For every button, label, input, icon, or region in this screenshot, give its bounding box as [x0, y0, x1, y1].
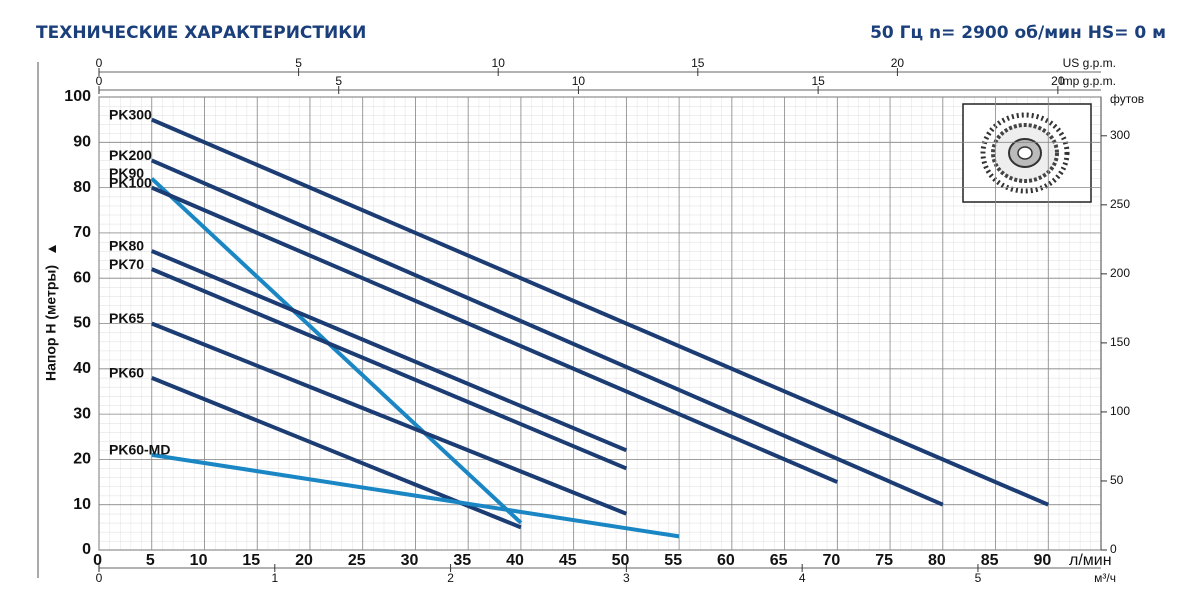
y2-tick-label: 200 — [1110, 266, 1130, 280]
x-tick-label: 40 — [506, 552, 524, 569]
series-label: PK90 — [109, 165, 144, 181]
chart-title: ТЕХНИЧЕСКИЕ ХАРАКТЕРИСТИКИ — [36, 23, 366, 43]
curve — [150, 177, 523, 525]
y-axis-label: Напор H (метры) — [43, 265, 59, 381]
x-tick-label: 45 — [559, 552, 577, 569]
extra-axis-label: м³/ч — [1094, 571, 1116, 585]
extra-axis-tick-label: 5 — [335, 74, 342, 88]
extra-axis-tick-label: 4 — [799, 571, 806, 585]
curve — [150, 249, 628, 453]
extra-axis-tick-label: 1 — [271, 571, 278, 585]
y2-tick-label: 50 — [1110, 473, 1124, 487]
curve — [150, 267, 628, 471]
y-axis-label-group: Напор H (метры) — [43, 245, 59, 381]
series-label: PK60-MD — [109, 442, 170, 458]
extra-axis-tick-label: 5 — [975, 571, 982, 585]
extra-axis-tick-label: 20 — [891, 56, 905, 70]
pump-inset — [962, 103, 1092, 203]
extra-axis-tick-label: 15 — [691, 56, 705, 70]
series-label: PK200 — [109, 147, 152, 163]
series-label: PK60 — [109, 365, 144, 381]
extra-axis-tick-label: 15 — [811, 74, 825, 88]
y2-tick-label: 250 — [1110, 197, 1130, 211]
curve — [150, 158, 944, 507]
y-tick-label: 40 — [73, 360, 91, 377]
x-tick-label: 65 — [770, 552, 788, 569]
extra-axis-label: Imp g.p.m. — [1059, 74, 1116, 88]
y-tick-label: 100 — [64, 88, 91, 105]
y-tick-label: 10 — [73, 496, 91, 513]
y2-tick-label: 300 — [1110, 128, 1130, 142]
y2-tick-label: 150 — [1110, 335, 1130, 349]
extra-axis-tick-label: 0 — [96, 74, 103, 88]
y-axis-arrow — [48, 245, 56, 253]
x-tick-label: 90 — [1033, 552, 1051, 569]
y-tick-label: 50 — [73, 315, 91, 332]
y-tick-label: 20 — [73, 451, 91, 468]
extra-axis-tick-label: 20 — [1051, 74, 1065, 88]
x-axis-label: л/мин — [1069, 552, 1112, 569]
y-tick-label: 70 — [73, 224, 91, 241]
x-tick-label: 80 — [928, 552, 946, 569]
series-label: PK300 — [109, 106, 152, 122]
curve — [150, 117, 1050, 507]
y-tick-label: 80 — [73, 179, 91, 196]
x-tick-label: 55 — [664, 552, 682, 569]
chart-subtitle: 50 Гц n= 2900 об/мин HS= 0 м — [870, 23, 1166, 43]
extra-axis-tick-label: 0 — [96, 56, 103, 70]
extra-axis-tick-label: 5 — [295, 56, 302, 70]
extra-axis-tick-label: 3 — [623, 571, 630, 585]
x-tick-label: 15 — [242, 552, 260, 569]
x-tick-label: 60 — [717, 552, 735, 569]
extra-axis-tick-label: 10 — [492, 56, 506, 70]
series-label: PK100 — [109, 174, 152, 190]
x-tick-label: 50 — [612, 552, 630, 569]
extra-axis-tick-label: 10 — [572, 74, 586, 88]
x-tick-label: 70 — [823, 552, 841, 569]
x-tick-label: 20 — [295, 552, 313, 569]
curve — [151, 452, 680, 539]
impeller-bore — [1017, 146, 1033, 160]
x-tick-label: 35 — [453, 552, 471, 569]
x-tick-label: 10 — [190, 552, 208, 569]
x-tick-label: 5 — [146, 552, 155, 569]
y-tick-label: 90 — [73, 134, 91, 151]
x-tick-label: 75 — [875, 552, 893, 569]
x-tick-label: 0 — [93, 552, 102, 569]
extra-axis-tick-label: 0 — [96, 571, 103, 585]
x-tick-label: 25 — [348, 552, 366, 569]
y2-tick-label: 100 — [1110, 404, 1130, 418]
curve — [150, 185, 839, 484]
y2-tick-label: 0 — [1110, 542, 1117, 556]
y-tick-label: 30 — [73, 405, 91, 422]
x-tick-label: 85 — [981, 552, 999, 569]
curve — [150, 321, 628, 516]
extra-axis-tick-label: 2 — [447, 571, 454, 585]
y2-axis-label: футов — [1110, 92, 1144, 106]
y-tick-label: 60 — [73, 269, 91, 286]
extra-axis-label: US g.p.m. — [1063, 56, 1116, 70]
x-tick-label: 30 — [401, 552, 419, 569]
series-label: PK80 — [109, 238, 144, 254]
series-label: PK70 — [109, 256, 144, 272]
y-tick-label: 0 — [82, 541, 91, 558]
series-label: PK65 — [109, 310, 144, 326]
